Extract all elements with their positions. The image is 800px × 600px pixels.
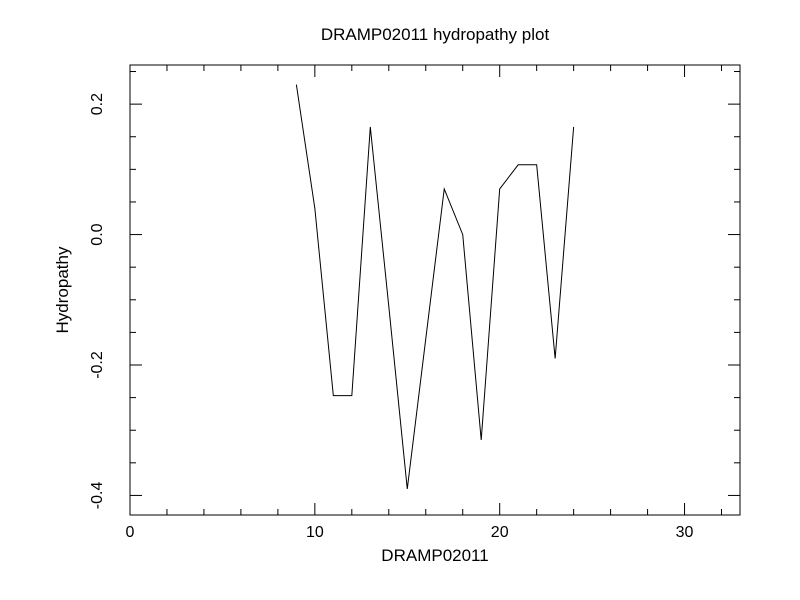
y-tick-label: 0.0 [89,223,106,245]
y-tick-label: 0.2 [89,93,106,115]
x-tick-label: 30 [676,524,694,541]
x-axis-label: DRAMP02011 [381,546,488,565]
x-tick-label: 0 [126,524,135,541]
x-tick-label: 10 [306,524,324,541]
y-tick-label: -0.2 [89,351,106,379]
x-tick-label: 20 [491,524,509,541]
y-tick-label: -0.4 [89,482,106,510]
y-axis-label: Hydropathy [53,246,72,333]
chart-container: 0 10 20 30 -0.4 -0.2 0.0 0.2 DRAMP02011 hydropat… [0,0,800,600]
chart-title: DRAMP02011 hydropathy plot [321,25,550,44]
data-series-line [296,85,573,489]
hydropathy-chart: 0 10 20 30 -0.4 -0.2 0.0 0.2 DRAMP02011 hydropat… [0,0,800,600]
